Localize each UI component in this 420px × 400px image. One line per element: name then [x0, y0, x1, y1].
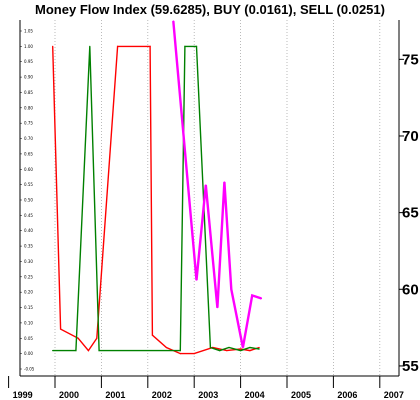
- data-point: [230, 288, 232, 290]
- data-point: [149, 45, 151, 47]
- data-point: [219, 349, 221, 352]
- data-point: [240, 349, 242, 352]
- data-point: [179, 353, 181, 355]
- series-line-1: [52, 45, 260, 355]
- right-tick-label: 65: [402, 205, 419, 222]
- data-point: [209, 346, 212, 349]
- left-tick-label: 0.75: [24, 121, 33, 126]
- data-point: [59, 328, 62, 330]
- x-tick-label: 2004: [245, 390, 265, 400]
- left-tick-label: 0.20: [24, 290, 33, 295]
- left-tick-label: 0.40: [24, 228, 33, 233]
- series-layer: [52, 20, 263, 355]
- right-tick-label: 75: [402, 51, 419, 68]
- left-tick-label: 0.65: [24, 151, 33, 156]
- x-tick-label: 2006: [337, 390, 357, 400]
- left-tick-label: 0.95: [24, 59, 33, 64]
- data-point: [193, 353, 195, 355]
- right-tick-label: 70: [402, 128, 419, 145]
- data-point: [77, 337, 79, 339]
- left-tick-label: 0.00: [24, 351, 33, 356]
- data-point: [87, 349, 90, 352]
- data-point: [195, 45, 198, 47]
- data-point: [223, 181, 225, 183]
- left-tick-label: 0.35: [24, 244, 33, 249]
- x-tick-label: 2000: [59, 390, 79, 400]
- left-tick-label: 0.85: [24, 90, 33, 95]
- right-tick-label: 55: [402, 358, 419, 375]
- left-tick-label: 0.55: [24, 182, 33, 187]
- x-tick-label: 1999: [13, 390, 33, 400]
- left-tick-label: 0.25: [24, 274, 33, 279]
- left-axis: -0.05 0.00 0.05 0.10 0.15 0.20 0.25 0.30 0.35 0.4…: [20, 29, 35, 372]
- left-tick-label: 0.45: [24, 213, 33, 218]
- left-tick-label: 1.00: [24, 44, 33, 49]
- data-point: [260, 297, 263, 300]
- data-point: [184, 45, 186, 47]
- data-point: [228, 346, 230, 349]
- x-tick-label: 2001: [105, 390, 125, 400]
- left-tick-label: 1.05: [24, 29, 33, 34]
- x-tick-label: 2003: [198, 390, 218, 400]
- left-tick-label: 0.80: [24, 105, 33, 110]
- data-point: [151, 334, 154, 336]
- data-point: [75, 349, 77, 352]
- data-point: [258, 348, 260, 350]
- left-tick-label: 0.90: [24, 75, 33, 80]
- data-point: [251, 294, 253, 297]
- data-point: [117, 45, 119, 47]
- left-tick-label: 0.15: [24, 305, 33, 310]
- left-tick-label: 0.60: [24, 167, 33, 172]
- x-tick-label: 2005: [291, 390, 311, 400]
- x-tick-label: 2002: [152, 390, 172, 400]
- x-tick-label: 2007: [384, 390, 404, 400]
- grid: [54, 20, 381, 376]
- left-tick-label: -0.05: [24, 367, 35, 372]
- data-point: [52, 349, 54, 352]
- data-point: [172, 20, 174, 22]
- data-point: [240, 348, 242, 350]
- data-point: [195, 279, 198, 281]
- left-tick-label: 0.30: [24, 259, 33, 264]
- left-tick-label: 0.70: [24, 136, 33, 141]
- data-point: [52, 45, 54, 47]
- data-point: [98, 349, 100, 352]
- chart-title: Money Flow Index (59.6285), BUY (0.0161)…: [35, 2, 385, 17]
- data-point: [179, 349, 181, 352]
- x-axis: 1999 2000 2001 2002 2003 2004 2005 2006 2007: [8, 376, 404, 400]
- left-tick-label: 0.10: [24, 320, 33, 325]
- data-point: [89, 45, 91, 47]
- data-point: [226, 349, 228, 352]
- left-tick-label: 0.05: [24, 336, 33, 341]
- data-point: [165, 346, 167, 349]
- data-point: [205, 184, 207, 186]
- left-tick-label: 0.50: [24, 198, 33, 203]
- data-point: [249, 349, 251, 352]
- data-point: [216, 307, 218, 309]
- data-point: [249, 346, 251, 349]
- data-point: [96, 337, 98, 339]
- data-point: [258, 346, 260, 349]
- right-axis: 55 60 65 70 75: [399, 51, 419, 375]
- right-tick-label: 60: [402, 281, 419, 298]
- data-point: [242, 346, 244, 349]
- plot-frame: [19, 20, 400, 377]
